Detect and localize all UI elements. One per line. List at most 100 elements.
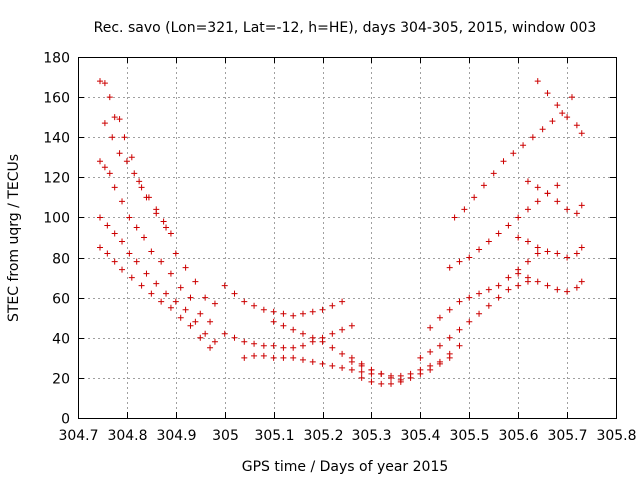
data-point — [539, 126, 546, 133]
data-point — [290, 344, 297, 351]
data-point — [417, 354, 424, 361]
data-point — [101, 164, 108, 171]
data-point — [578, 202, 585, 209]
data-point — [544, 90, 551, 97]
data-point — [126, 250, 133, 257]
data-point — [388, 372, 395, 379]
data-point — [476, 310, 483, 317]
data-point — [167, 230, 174, 237]
data-point — [505, 286, 512, 293]
data-point — [123, 158, 130, 165]
data-point — [133, 258, 140, 265]
data-point — [202, 330, 209, 337]
data-point — [544, 190, 551, 197]
plot-frame — [78, 57, 617, 419]
data-point — [111, 230, 118, 237]
data-point — [515, 214, 522, 221]
data-point — [417, 366, 424, 373]
x-tick-label: 305 — [212, 428, 239, 444]
data-point — [339, 364, 346, 371]
data-point — [339, 350, 346, 357]
data-point — [515, 282, 522, 289]
data-point — [368, 378, 375, 385]
data-point — [524, 258, 531, 265]
data-point — [148, 248, 155, 255]
data-point — [348, 358, 355, 365]
data-point — [260, 342, 267, 349]
data-point — [221, 282, 228, 289]
data-point — [116, 150, 123, 157]
x-axis-label: GPS time / Days of year 2015 — [242, 459, 449, 475]
data-point — [116, 116, 123, 123]
data-point — [368, 366, 375, 373]
data-point — [480, 182, 487, 189]
data-point — [187, 322, 194, 329]
data-point — [319, 306, 326, 313]
data-point — [456, 326, 463, 333]
y-tick-label: 20 — [52, 372, 70, 388]
data-point — [568, 94, 575, 101]
y-tick-label: 120 — [43, 171, 70, 187]
data-point — [207, 318, 214, 325]
data-point — [446, 306, 453, 313]
data-point — [260, 306, 267, 313]
data-point — [446, 350, 453, 357]
data-point — [290, 326, 297, 333]
data-point — [554, 286, 561, 293]
data-point — [485, 302, 492, 309]
y-axis-label: STEC from uqrg / TECUs — [6, 154, 22, 322]
data-point — [148, 290, 155, 297]
data-point — [378, 370, 385, 377]
data-point — [520, 142, 527, 149]
data-point — [101, 120, 108, 127]
data-point — [348, 322, 355, 329]
data-point — [97, 214, 104, 221]
data-point — [446, 264, 453, 271]
data-point — [270, 354, 277, 361]
data-point — [524, 178, 531, 185]
data-point — [221, 330, 228, 337]
data-point — [128, 154, 135, 161]
data-point — [182, 306, 189, 313]
data-point — [138, 184, 145, 191]
data-point — [160, 218, 167, 225]
data-point — [280, 322, 287, 329]
data-point — [207, 344, 214, 351]
data-point — [554, 198, 561, 205]
data-point — [106, 170, 113, 177]
data-point — [329, 330, 336, 337]
data-points — [97, 78, 585, 387]
data-point — [119, 198, 126, 205]
data-point — [231, 290, 238, 297]
data-point — [490, 170, 497, 177]
data-point — [456, 298, 463, 305]
data-point — [172, 250, 179, 257]
data-point — [534, 78, 541, 85]
data-point — [280, 310, 287, 317]
data-point — [192, 278, 199, 285]
data-point — [299, 330, 306, 337]
data-point — [358, 374, 365, 381]
data-point — [251, 302, 258, 309]
y-tick-label: 40 — [52, 332, 70, 348]
data-point — [270, 318, 277, 325]
data-point — [554, 182, 561, 189]
y-tick-label: 160 — [43, 91, 70, 107]
data-point — [290, 312, 297, 319]
data-point — [515, 234, 522, 241]
data-point — [524, 238, 531, 245]
data-point — [564, 206, 571, 213]
data-point — [211, 300, 218, 307]
data-point — [554, 250, 561, 257]
data-point — [407, 370, 414, 377]
data-point — [141, 234, 148, 241]
x-tick-label: 305.7 — [547, 428, 587, 444]
data-point — [554, 102, 561, 109]
data-point — [241, 338, 248, 345]
data-point — [119, 266, 126, 273]
data-point — [339, 298, 346, 305]
x-tick-label: 305.6 — [498, 428, 538, 444]
data-point — [329, 362, 336, 369]
data-point — [578, 278, 585, 285]
